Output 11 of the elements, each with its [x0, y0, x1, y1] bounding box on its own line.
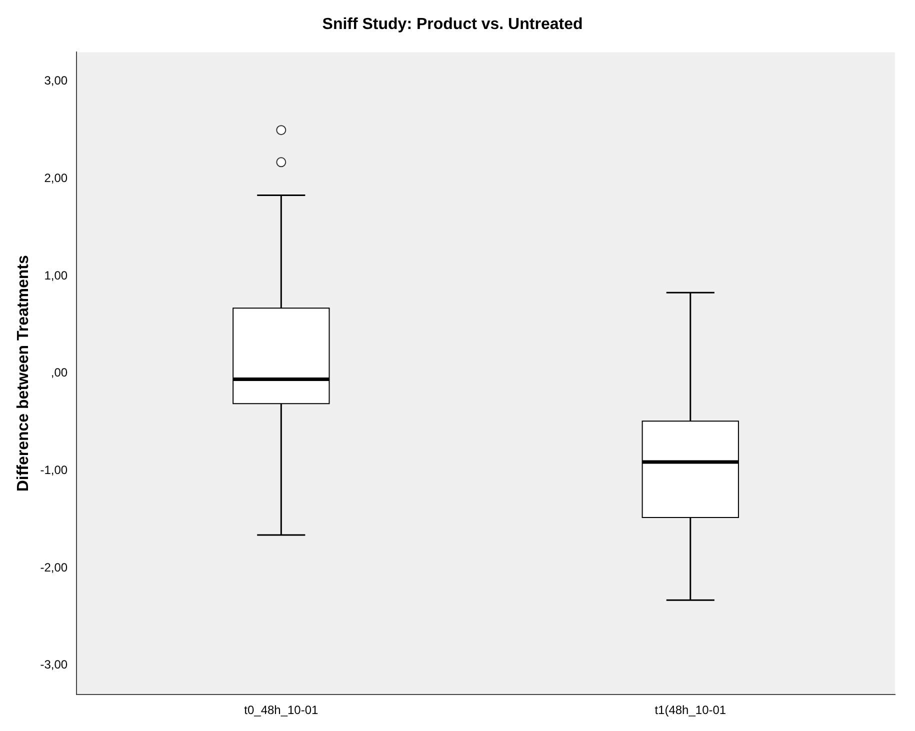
chart-title: Sniff Study: Product vs. Untreated [322, 16, 583, 34]
y-axis-title: Difference between Treatments [15, 255, 32, 492]
y-tick-label: -1,00 [40, 463, 68, 478]
y-tick-label: -3,00 [40, 658, 68, 672]
y-tick-label: 2,00 [44, 171, 68, 186]
y-tick-label: ,00 [50, 366, 68, 380]
y-tick-label: 1,00 [44, 268, 68, 282]
y-tick-label: 3,00 [44, 74, 68, 88]
x-tick-label: t0_48h_10-01 [244, 703, 319, 718]
y-tick-label: -2,00 [40, 560, 68, 574]
x-tick-label: t1(48h_10-01 [654, 703, 726, 718]
